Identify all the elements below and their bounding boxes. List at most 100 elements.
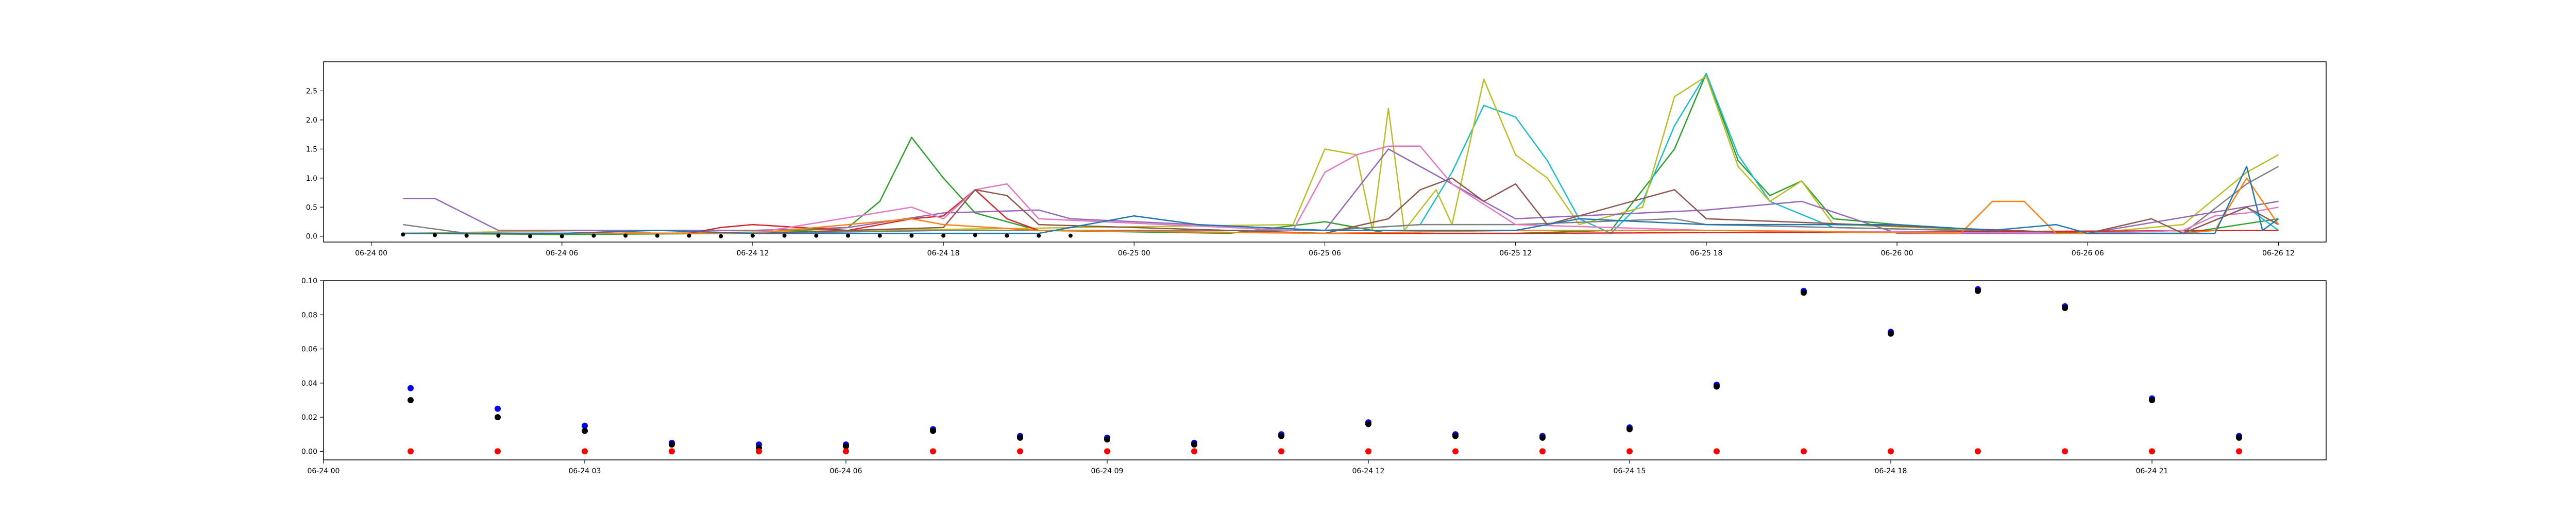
y-tick-label: 0.08 — [301, 311, 317, 319]
x-tick-label: 06-24 12 — [1352, 467, 1385, 475]
y-tick-label: 1.0 — [306, 175, 317, 183]
scatter-point-1-21 — [2236, 434, 2242, 441]
scatter-point-2-4 — [756, 448, 762, 455]
x-tick-label: 06-25 06 — [1309, 249, 1341, 258]
scatter-point-1-12 — [1452, 433, 1459, 439]
marker-point-20 — [1037, 233, 1041, 238]
marker-point-12 — [782, 233, 787, 238]
scatter-point-2-20 — [2149, 448, 2155, 455]
series-line-3 — [403, 148, 2279, 234]
scatter-point-2-21 — [2236, 448, 2242, 455]
x-tick-label: 06-24 00 — [355, 249, 387, 258]
y-tick-label: 0.06 — [301, 346, 317, 354]
bottom-scatter-chart: 06-24 00 06-24 03 06-24 06 06-24 09 06-24 12… — [301, 277, 2327, 475]
y-tick-label: 0.00 — [301, 448, 317, 456]
x-tick-label: 06-24 18 — [1875, 467, 1907, 475]
scatter-point-0-0 — [408, 385, 414, 391]
scatter-point-1-16 — [1801, 289, 1807, 296]
scatter-point-1-1 — [495, 414, 501, 421]
x-tick-label: 06-26 12 — [2262, 249, 2295, 258]
x-tick-label: 06-24 18 — [927, 249, 960, 258]
marker-point-4 — [528, 234, 533, 238]
scatter-point-2-8 — [1104, 448, 1110, 455]
x-tick-label: 06-24 06 — [830, 467, 862, 475]
marker-point-11 — [750, 233, 755, 238]
scatter-point-1-9 — [1191, 441, 1197, 448]
series-line-2 — [403, 75, 2279, 234]
scatter-point-2-6 — [930, 448, 936, 455]
scatter-point-1-5 — [843, 443, 849, 450]
y-tick-label: 0.0 — [306, 233, 317, 241]
scatter-point-2-2 — [582, 448, 588, 455]
marker-point-13 — [814, 233, 819, 238]
scatter-point-2-5 — [843, 448, 849, 455]
marker-point-7 — [623, 233, 628, 238]
series-line-6 — [403, 145, 2279, 234]
x-tick-label: 06-25 00 — [1118, 249, 1150, 258]
scatter-point-2-0 — [408, 448, 414, 455]
marker-point-19 — [1005, 233, 1009, 238]
scatter-point-1-0 — [408, 397, 414, 403]
marker-point-14 — [846, 233, 851, 238]
y-tick-label: 0.04 — [301, 380, 317, 388]
marker-point-10 — [719, 234, 723, 238]
marker-point-15 — [877, 233, 882, 238]
scatter-point-2-18 — [1975, 448, 1981, 455]
scatter-point-2-17 — [1888, 448, 1894, 455]
scatter-point-2-12 — [1452, 448, 1459, 455]
x-tick-label: 06-26 06 — [2072, 249, 2104, 258]
scatter-point-1-7 — [1017, 434, 1023, 441]
marker-point-8 — [655, 233, 659, 238]
y-tick-label: 0.02 — [301, 414, 317, 422]
scatter-point-2-15 — [1714, 448, 1720, 455]
scatter-point-1-19 — [2062, 305, 2068, 312]
x-tick-label: 06-25 12 — [1499, 249, 1532, 258]
x-tick-label: 06-24 21 — [2136, 467, 2168, 475]
x-tick-label: 06-25 18 — [1690, 249, 1722, 258]
marker-point-18 — [973, 233, 977, 237]
x-tick-label: 06-26 00 — [1881, 249, 1913, 258]
scatter-point-1-3 — [669, 441, 675, 448]
scatter-point-1-2 — [582, 427, 588, 434]
marker-point-9 — [687, 233, 691, 238]
x-tick-label: 06-24 12 — [736, 249, 769, 258]
scatter-point-1-18 — [1975, 287, 1981, 294]
marker-point-1 — [432, 233, 437, 237]
x-tick-label: 06-24 09 — [1091, 467, 1124, 475]
series-line-8 — [403, 177, 2279, 234]
scatter-point-2-9 — [1191, 448, 1197, 455]
scatter-point-1-17 — [1888, 330, 1894, 337]
marker-point-17 — [941, 233, 946, 238]
y-tick-label: 0.5 — [306, 203, 317, 212]
marker-point-5 — [560, 234, 564, 238]
x-tick-label: 06-24 03 — [569, 467, 601, 475]
series-line-9 — [403, 165, 2279, 234]
y-tick-label: 2.5 — [306, 87, 317, 95]
scatter-point-2-3 — [669, 448, 675, 455]
scatter-point-2-1 — [495, 448, 501, 455]
scatter-point-2-19 — [2062, 448, 2068, 455]
marker-point-16 — [909, 233, 914, 238]
scatter-point-2-7 — [1017, 448, 1023, 455]
marker-point-6 — [591, 233, 596, 238]
marker-point-3 — [496, 233, 501, 238]
scatter-point-0-1 — [495, 405, 501, 412]
scatter-point-1-13 — [1539, 434, 1546, 441]
scatter-point-2-13 — [1539, 448, 1546, 455]
scatter-point-2-16 — [1801, 448, 1807, 455]
marker-point-0 — [401, 232, 405, 237]
scatter-point-1-6 — [930, 427, 936, 434]
scatter-point-0-2 — [582, 422, 588, 429]
scatter-point-1-14 — [1626, 426, 1633, 433]
scatter-point-2-10 — [1278, 448, 1284, 455]
y-tick-label: 0.10 — [301, 277, 317, 285]
marker-point-2 — [464, 233, 469, 238]
scatter-point-1-8 — [1104, 436, 1110, 443]
y-tick-label: 2.0 — [306, 116, 317, 125]
axes-frame — [323, 280, 2327, 460]
scatter-point-1-15 — [1714, 383, 1720, 390]
scatter-point-1-11 — [1365, 421, 1371, 427]
x-tick-label: 06-24 00 — [308, 467, 340, 475]
x-tick-label: 06-24 15 — [1614, 467, 1646, 475]
